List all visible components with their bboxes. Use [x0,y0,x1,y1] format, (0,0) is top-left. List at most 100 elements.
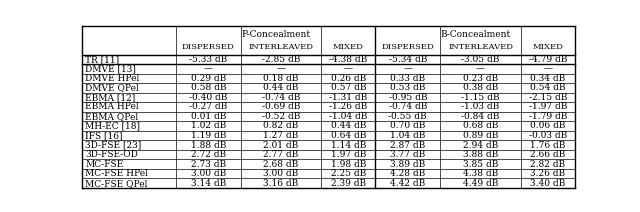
Text: 1.04 dB: 1.04 dB [390,131,426,140]
Text: 0.70 dB: 0.70 dB [390,121,426,130]
Text: 0.06 dB: 0.06 dB [531,121,566,130]
Text: 0.54 dB: 0.54 dB [530,83,566,92]
Text: 2.77 dB: 2.77 dB [264,150,299,159]
Text: -0.27 dB: -0.27 dB [189,102,227,112]
Text: EBMA [12]: EBMA [12] [86,93,136,102]
Text: 2.01 dB: 2.01 dB [264,141,299,149]
Text: TR [11]: TR [11] [86,55,120,64]
Text: -2.85 dB: -2.85 dB [262,55,300,64]
Text: 2.94 dB: 2.94 dB [463,141,498,149]
Text: MC-FSE: MC-FSE [86,160,124,169]
Text: 0.34 dB: 0.34 dB [531,74,566,83]
Text: 1.27 dB: 1.27 dB [264,131,299,140]
Text: -1.15 dB: -1.15 dB [461,93,500,102]
Text: IFS [16]: IFS [16] [86,131,123,140]
Text: —: — [276,64,285,73]
Text: —: — [543,64,552,73]
Text: 3D-FSE [23]: 3D-FSE [23] [86,141,141,149]
Text: 2.66 dB: 2.66 dB [531,150,566,159]
Text: 3.00 dB: 3.00 dB [191,169,226,178]
Text: -0.69 dB: -0.69 dB [262,102,300,112]
Text: DMVE HPel: DMVE HPel [86,74,140,83]
Text: 2.72 dB: 2.72 dB [191,150,226,159]
Text: DISPERSED: DISPERSED [182,43,235,51]
Text: 0.64 dB: 0.64 dB [331,131,366,140]
Text: -1.03 dB: -1.03 dB [461,102,500,112]
Text: 0.29 dB: 0.29 dB [191,74,226,83]
Text: —: — [476,64,485,73]
Text: 1.02 dB: 1.02 dB [191,121,226,130]
Text: MIXED: MIXED [532,43,563,51]
Text: -5.33 dB: -5.33 dB [189,55,227,64]
Text: MH-EC [18]: MH-EC [18] [86,121,140,130]
Text: 2.82 dB: 2.82 dB [531,160,566,169]
Text: -0.40 dB: -0.40 dB [189,93,227,102]
Text: —: — [403,64,412,73]
Text: —: — [344,64,353,73]
Text: 1.88 dB: 1.88 dB [191,141,226,149]
Text: MIXED: MIXED [333,43,364,51]
Text: -0.84 dB: -0.84 dB [461,112,500,121]
Text: 4.28 dB: 4.28 dB [390,169,426,178]
Text: 2.68 dB: 2.68 dB [264,160,299,169]
Text: 2.87 dB: 2.87 dB [390,141,426,149]
Text: 0.18 dB: 0.18 dB [263,74,299,83]
Text: 4.42 dB: 4.42 dB [390,179,426,188]
Text: INTERLEAVED: INTERLEAVED [248,43,314,51]
Text: -0.55 dB: -0.55 dB [388,112,427,121]
Text: 0.57 dB: 0.57 dB [331,83,366,92]
Text: 3.00 dB: 3.00 dB [264,169,299,178]
Text: 0.82 dB: 0.82 dB [264,121,299,130]
Text: -5.34 dB: -5.34 dB [388,55,427,64]
Text: 4.49 dB: 4.49 dB [463,179,498,188]
Text: MC-FSE QPel: MC-FSE QPel [86,179,148,188]
Text: 1.76 dB: 1.76 dB [531,141,566,149]
Text: 0.44 dB: 0.44 dB [263,83,299,92]
Text: -3.05 dB: -3.05 dB [461,55,500,64]
Text: -0.95 dB: -0.95 dB [388,93,427,102]
Text: -0.52 dB: -0.52 dB [262,112,300,121]
Text: 0.23 dB: 0.23 dB [463,74,498,83]
Text: -1.79 dB: -1.79 dB [529,112,567,121]
Text: DMVE [13]: DMVE [13] [86,64,136,73]
Text: 3.40 dB: 3.40 dB [531,179,566,188]
Text: -1.04 dB: -1.04 dB [329,112,367,121]
Text: 2.25 dB: 2.25 dB [331,169,366,178]
Text: DMVE QPel: DMVE QPel [86,83,140,92]
Text: 3D-FSE-OD: 3D-FSE-OD [86,150,138,159]
Text: 0.38 dB: 0.38 dB [463,83,498,92]
Text: -1.31 dB: -1.31 dB [330,93,367,102]
Text: 3.89 dB: 3.89 dB [390,160,426,169]
Text: 0.33 dB: 0.33 dB [390,74,426,83]
Text: -4.38 dB: -4.38 dB [330,55,367,64]
Text: B-Concealment: B-Concealment [440,30,510,39]
Text: DISPERSED: DISPERSED [381,43,434,51]
Text: 0.44 dB: 0.44 dB [331,121,366,130]
Text: -4.79 dB: -4.79 dB [529,55,567,64]
Text: EBMA QPel: EBMA QPel [86,112,139,121]
Text: -0.74 dB: -0.74 dB [388,102,427,112]
Text: 3.88 dB: 3.88 dB [463,150,498,159]
Text: 1.97 dB: 1.97 dB [331,150,366,159]
Text: 3.26 dB: 3.26 dB [531,169,566,178]
Text: 0.26 dB: 0.26 dB [331,74,366,83]
Text: 0.01 dB: 0.01 dB [191,112,226,121]
Text: —: — [204,64,212,73]
Text: 0.89 dB: 0.89 dB [463,131,498,140]
Text: -0.74 dB: -0.74 dB [262,93,300,102]
Text: 3.16 dB: 3.16 dB [264,179,299,188]
Text: 1.14 dB: 1.14 dB [331,141,366,149]
Text: MC-FSE HPel: MC-FSE HPel [86,169,148,178]
Text: P-Concealment: P-Concealment [241,30,310,39]
Text: 3.77 dB: 3.77 dB [390,150,426,159]
Text: -0.03 dB: -0.03 dB [529,131,567,140]
Text: 4.38 dB: 4.38 dB [463,169,498,178]
Text: -2.15 dB: -2.15 dB [529,93,567,102]
Text: INTERLEAVED: INTERLEAVED [448,43,513,51]
Text: 0.58 dB: 0.58 dB [191,83,226,92]
Text: 1.98 dB: 1.98 dB [331,160,366,169]
Text: 2.39 dB: 2.39 dB [331,179,366,188]
Text: 3.85 dB: 3.85 dB [463,160,498,169]
Text: 1.19 dB: 1.19 dB [191,131,226,140]
Text: 3.14 dB: 3.14 dB [191,179,226,188]
